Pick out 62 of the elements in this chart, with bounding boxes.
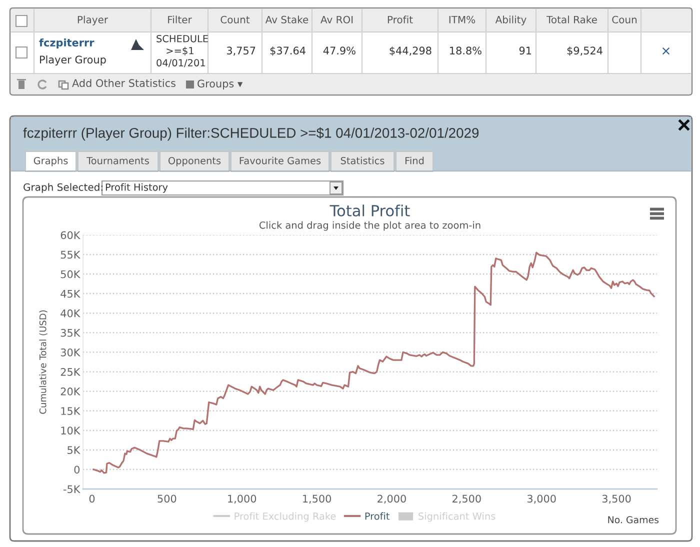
x-tick-label: 1,500 <box>303 494 332 504</box>
text: $37.64 <box>270 46 306 56</box>
x-tick-label: 2,500 <box>452 494 481 504</box>
text: fczpiterrr <box>39 38 94 49</box>
chart-subtitle: Click and drag inside the plot area to zoom-in <box>259 221 480 231</box>
text: Graphs <box>34 156 68 166</box>
text: 3,757 <box>226 46 256 56</box>
text: fczpiterrr (Player Group) Filter:SCHEDULED >=$1 04/01/2013-02/01/2029 <box>23 127 479 141</box>
text: >=$1 <box>166 46 194 56</box>
y-axis-title: Cumulative Total (USD) <box>39 310 48 414</box>
text: Favourite Games <box>240 156 321 164</box>
y-tick-label: 20K <box>60 388 80 396</box>
y-tick-label: -5K <box>64 485 80 494</box>
y-tick-label: 35K <box>60 328 80 337</box>
text: Count <box>220 16 250 24</box>
y-tick-label: 55K <box>60 250 80 259</box>
y-tick-label: 60K <box>60 231 80 240</box>
x-tick-label: 0 <box>89 494 95 503</box>
y-tick-label: 30K <box>60 348 80 356</box>
text: Statistics <box>340 156 384 164</box>
y-tick-label: 5K <box>68 446 80 454</box>
text: Profit History <box>106 183 168 193</box>
x-tick-label: 500 <box>158 494 176 503</box>
text: Player <box>78 16 108 26</box>
chart-title: Total Profit <box>330 204 410 216</box>
y-tick-label: 25K <box>60 368 80 376</box>
text: 47.9% <box>323 46 356 55</box>
text: Coun <box>612 16 637 24</box>
text: Graph Selected: <box>24 183 102 193</box>
text: Av ROI <box>320 16 353 24</box>
text: 04/01/201 <box>156 59 205 68</box>
text: Find <box>405 156 424 164</box>
y-tick-label: 15K <box>61 407 80 415</box>
y-tick-label: 45K <box>60 290 80 298</box>
legend-label: Profit <box>365 512 390 520</box>
x-axis-title: No. Games <box>608 516 659 524</box>
text: $44,298 <box>390 46 432 56</box>
text: Groups ▾ <box>198 80 243 90</box>
text: 18.8% <box>450 46 482 55</box>
text: Profit <box>388 16 413 24</box>
text: Player Group <box>40 55 106 66</box>
text: 91 <box>519 46 532 55</box>
text: SCHEDULE <box>156 34 208 42</box>
x-tick-label: 3,000 <box>527 494 556 504</box>
text: ITM% <box>449 16 476 24</box>
text: × <box>662 47 670 55</box>
text: Ability <box>495 16 526 26</box>
line-series <box>92 252 655 474</box>
y-tick-label: 0 <box>74 466 80 474</box>
y-tick-label: 10K <box>61 426 80 434</box>
x-tick-label: 3,500 <box>602 494 631 504</box>
text: Tournaments <box>86 157 149 164</box>
y-tick-label: 40K <box>60 309 80 318</box>
text: Add Other Statistics <box>72 78 176 88</box>
x-tick-label: 1,000 <box>228 494 256 504</box>
y-tick-label: 50K <box>60 270 80 278</box>
text: $9,524 <box>567 46 602 56</box>
text: Total Rake <box>546 16 597 24</box>
x-tick-label: 2,000 <box>378 494 406 504</box>
text: Av Stake <box>265 16 308 24</box>
text: Filter <box>168 16 192 24</box>
text: Opponents <box>168 156 221 166</box>
